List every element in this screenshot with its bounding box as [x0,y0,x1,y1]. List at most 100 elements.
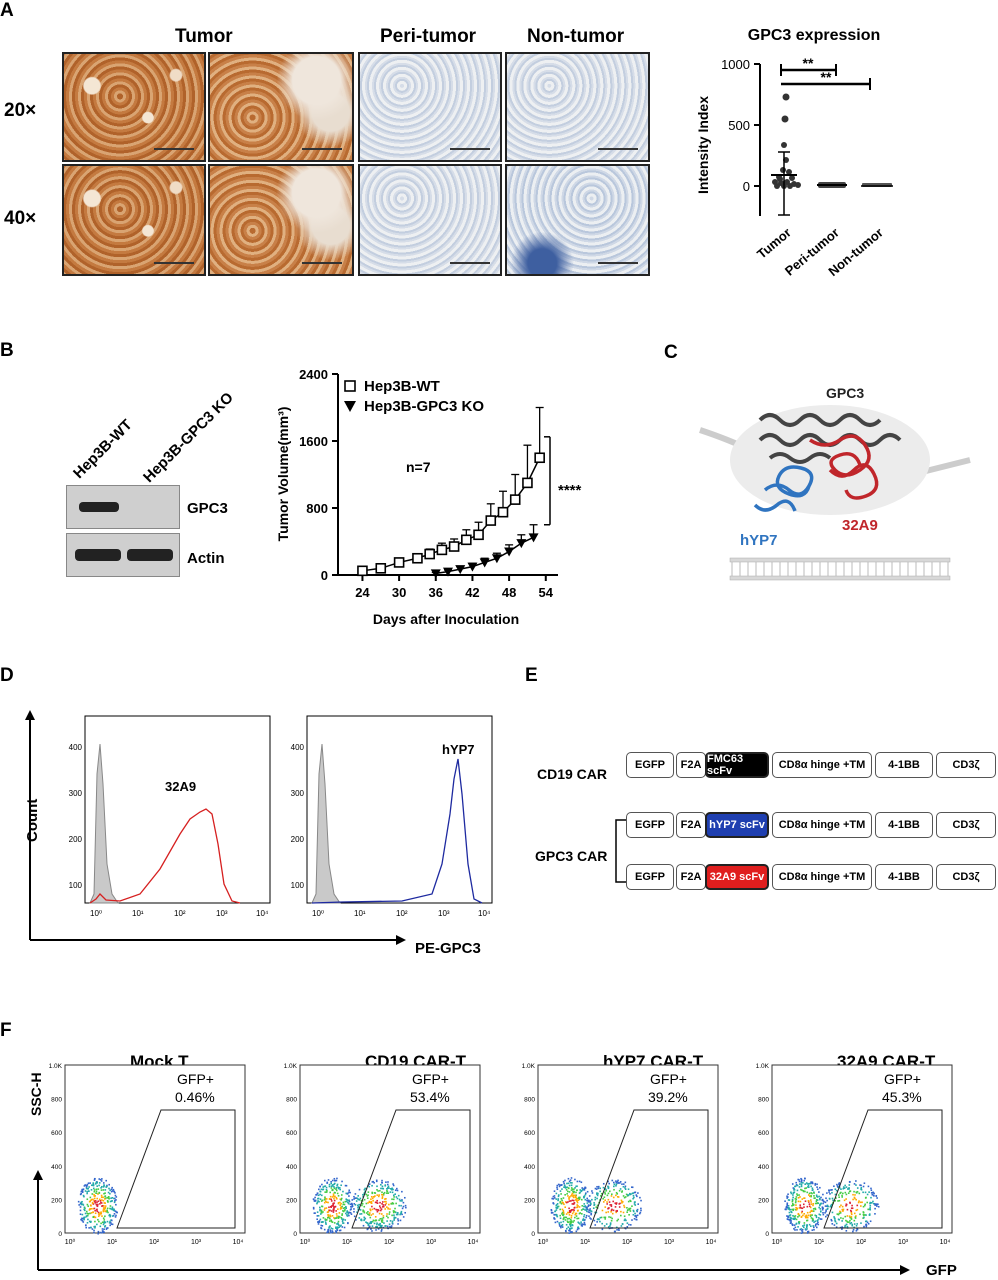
gfp-gate-label: GFP+ [412,1071,449,1087]
flow-ytick: 400 [758,1164,769,1171]
panel-label-e: E [525,665,538,686]
chart-a-ytick-0: 0 [743,179,750,194]
growth-point-ko [479,558,490,568]
legend-marker-ko [344,401,356,412]
legend-label: Hep3B-WT [364,378,440,395]
gfp-gate [589,1109,709,1229]
ihc-tumor-40x-a [62,164,206,276]
car-segment: 4-1BB [875,864,933,890]
hist1-xtick-0: 10⁰ [90,909,102,918]
flow-xtick: 10¹ [107,1239,118,1246]
row-label-40x: 40× [4,208,37,229]
gfp-gate-label: GFP+ [650,1071,687,1087]
growth-point-wt [375,563,387,574]
growth-ytick: 1600 [299,434,328,449]
panel-f-axes [33,1170,910,1275]
car-row-label-gpc3: GPC3 CAR [535,848,608,864]
growth-point-wt [473,529,484,541]
hist1-label: 32A9 [165,779,196,794]
car-segment: EGFP [626,864,674,890]
flow-xtick: 10⁰ [538,1238,549,1246]
growth-xtick: 24 [355,585,370,600]
panel-label-b: B [0,340,14,361]
flow-ytick: 400 [524,1164,535,1171]
gfp-gate-percent: 53.4% [410,1089,450,1105]
flow-ytick: 600 [524,1130,535,1137]
gfp-gate-percent: 45.3% [882,1089,922,1105]
legend-marker-wt [344,380,356,392]
growth-point-wt [522,477,533,489]
growth-xtick: 42 [465,585,479,600]
blot-label-actin: Actin [187,550,225,567]
hist1-ytick-100: 100 [69,881,83,890]
hist1-xtick-1: 10¹ [132,909,144,918]
panel-label-c: C [664,342,678,363]
gpc3-structure-illustration: GPC3 hYP7 32A9 [699,385,971,581]
gfp-gate [351,1109,471,1229]
hist1-control [89,743,119,904]
car-segment: F2A [676,864,706,890]
flow-xtick: 10³ [898,1239,909,1246]
ihc-peri-tumor-20x [358,52,502,162]
hist2-sample [311,758,483,904]
hist1-xtick-2: 10² [174,909,186,918]
structure-label-hyp7: hYP7 [740,532,778,549]
panel-label-f: F [0,1020,12,1041]
growth-point-ko [467,562,478,572]
ihc-tumor-40x-b [208,164,354,276]
growth-xtick: 36 [429,585,443,600]
growth-point-wt [448,541,460,552]
chart-a-ylabel: Intensity Index [695,96,711,194]
flow-xtick: 10³ [191,1239,202,1246]
structure-label-gpc3: GPC3 [826,385,864,401]
growth-xtick: 54 [539,585,554,600]
flow-ytick: 0 [531,1231,535,1238]
hist1-ytick-200: 200 [69,835,83,844]
flow-ytick: 200 [286,1197,297,1204]
flow-ytick: 0 [293,1231,297,1238]
hist2-control [311,743,341,904]
car-segment: 32A9 scFv [705,864,769,890]
header-peri-tumor: Peri-tumor [380,26,477,47]
flow-ytick: 200 [758,1197,769,1204]
flow-xtick: 10² [149,1239,160,1246]
hist1-sample [89,808,241,904]
car-segment: F2A [676,752,706,778]
chart-a-ytick-1000: 1000 [721,57,750,72]
header-tumor: Tumor [175,26,233,47]
panel-f-xlabel: GFP [926,1262,957,1279]
growth-ytick: 800 [306,501,328,516]
flow-ytick: 1.0K [756,1063,770,1070]
flow-xtick: 10⁴ [233,1239,244,1246]
chart-a-ytick-500: 500 [728,118,750,133]
growth-point-wt [424,548,435,560]
ihc-tumor-20x-b [208,52,354,162]
histogram-32a9: 400 300 200 100 10⁰ 10¹ 10² 10³ 10⁴ 32A9 [69,715,271,918]
hist2-label: hYP7 [442,742,475,757]
tumor-volume-chart: 0 800 1600 2400 24 30 36 42 48 54 Hep3B-WT Hep3B-GP… [275,367,582,627]
car-segment: F2A [676,812,706,838]
growth-ylabel: Tumor Volume(mm³) [275,407,291,542]
sig-tumor-non: ** [821,69,832,85]
growth-point-wt [357,565,368,577]
growth-point-ko [430,569,441,579]
growth-point-wt [412,552,423,564]
panel-d-axes [25,710,406,945]
histogram-hyp7: 400 300 200 100 10⁰ 10¹ 10² 10³ 10⁴ hYP7 [291,715,493,918]
flow-xtick: 10⁴ [468,1239,479,1246]
flow-ytick: 0 [58,1231,62,1238]
hist2-xtick-1: 10¹ [354,909,366,918]
panel-label-a: A [0,0,14,21]
ihc-non-tumor-40x [505,164,650,276]
flow-xtick: 10³ [426,1239,437,1246]
blot-label-gpc3: GPC3 [187,500,228,517]
gfp-gate-label: GFP+ [884,1071,921,1087]
growth-significance: **** [558,482,582,499]
gpc3-expression-chart: GPC3 expression Intensity Index 1000 500… [695,27,893,279]
flow-ytick: 800 [51,1097,62,1104]
flow-xtick: 10⁰ [65,1238,76,1246]
